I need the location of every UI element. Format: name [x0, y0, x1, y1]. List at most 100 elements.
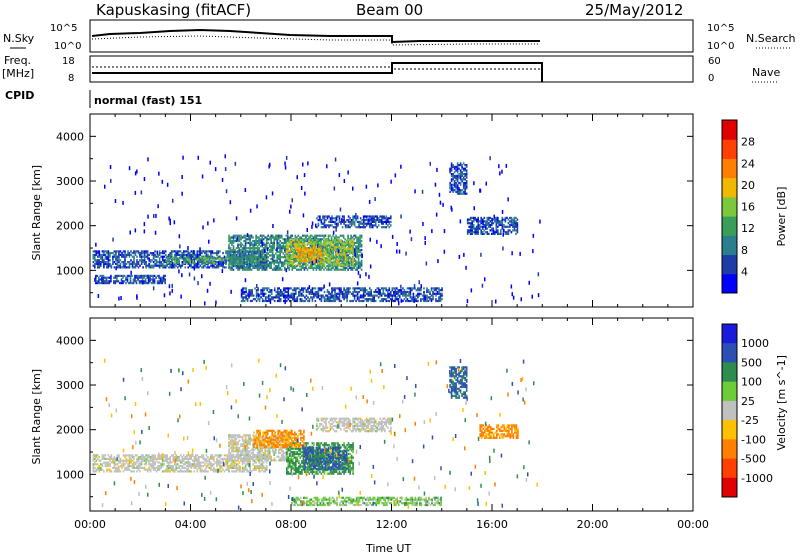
heatmap-cell — [258, 299, 261, 303]
heatmap-cell — [257, 256, 259, 259]
heatmap-cell — [128, 264, 131, 267]
heatmap-cell — [495, 229, 498, 232]
heatmap-cell — [217, 255, 220, 258]
heatmap-cell — [118, 264, 120, 267]
heatmap-cell — [370, 217, 372, 220]
heatmap-cell — [300, 266, 303, 269]
heatmap-cell — [314, 251, 317, 254]
heatmap-cell — [323, 219, 326, 222]
heatmap-cell — [155, 259, 158, 262]
heatmap-cell — [452, 173, 454, 176]
heatmap-cell — [343, 289, 345, 292]
heatmap-cell — [387, 289, 389, 292]
heatmap-cell — [104, 465, 107, 468]
heatmap-cell — [161, 257, 164, 260]
heatmap-cell — [193, 465, 196, 468]
heatmap-cell — [273, 238, 275, 241]
heatmap-cell — [252, 257, 254, 261]
heatmap-cell — [343, 294, 345, 297]
heatmap-cell — [426, 294, 428, 297]
heatmap-cell — [243, 245, 245, 248]
heatmap-cell — [311, 266, 313, 269]
heatmap-cell — [229, 241, 232, 244]
heatmap-cell — [190, 454, 193, 457]
heatmap-cell — [512, 225, 514, 228]
heatmap-cell — [250, 264, 253, 267]
heatmap-cell — [364, 226, 366, 229]
heatmap-cell — [107, 457, 110, 460]
echo-mark — [284, 300, 286, 305]
heatmap-cell — [459, 178, 462, 181]
heatmap-cell — [374, 222, 377, 225]
heatmap-cell — [115, 250, 117, 253]
heatmap-cell — [101, 259, 104, 262]
heatmap-cell — [298, 239, 300, 242]
heatmap-cell — [310, 240, 312, 244]
heatmap-cell — [343, 287, 345, 290]
heatmap-cell — [320, 238, 322, 241]
echo-mark — [290, 204, 292, 209]
heatmap-cell — [296, 268, 298, 271]
heatmap-cell — [335, 264, 338, 267]
heatmap-cell — [217, 454, 220, 457]
heatmap-cell — [313, 294, 315, 297]
heatmap-cell — [303, 234, 306, 237]
heatmap-cell — [273, 256, 275, 259]
echo-mark — [262, 292, 265, 297]
heatmap-cell — [364, 215, 366, 218]
heatmap-cell — [152, 253, 155, 256]
heatmap-cell — [179, 470, 182, 473]
heatmap-cell — [262, 261, 265, 264]
heatmap-cell — [150, 282, 153, 285]
heatmap-cell — [158, 252, 161, 255]
heatmap-cell — [326, 265, 328, 268]
heatmap-cell — [331, 240, 333, 244]
heatmap-cell — [101, 250, 104, 253]
heatmap-cell — [364, 222, 366, 225]
heatmap-cell — [349, 240, 351, 244]
heatmap-cell — [308, 261, 310, 264]
heatmap-cell — [261, 298, 264, 301]
heatmap-cell — [196, 465, 199, 468]
heatmap-cell — [212, 256, 214, 259]
heatmap-cell — [497, 222, 499, 225]
heatmap-cell — [296, 244, 299, 247]
heatmap-cell — [284, 266, 286, 269]
heatmap-cell — [315, 236, 318, 239]
heatmap-cell — [187, 262, 190, 265]
heatmap-cell — [301, 287, 303, 290]
heatmap-cell — [292, 239, 294, 242]
echo-mark — [353, 248, 356, 253]
heatmap-cell — [247, 263, 250, 266]
heatmap-cell — [289, 287, 291, 290]
heatmap-cell — [286, 290, 288, 294]
heatmap-cell — [190, 259, 193, 262]
heatmap-cell — [101, 261, 104, 264]
heatmap-cell — [121, 463, 123, 466]
heatmap-cell — [127, 253, 129, 256]
heatmap-cell — [347, 268, 349, 271]
heatmap-cell — [329, 248, 331, 252]
heatmap-cell — [362, 296, 365, 299]
heatmap-cell — [133, 257, 135, 260]
heatmap-cell — [380, 226, 383, 229]
heatmap-cell — [124, 456, 126, 459]
heatmap-cell — [320, 262, 323, 265]
heatmap-cell — [273, 245, 275, 248]
heatmap-cell — [160, 264, 162, 267]
heatmap-cell — [462, 187, 465, 190]
echo-mark — [234, 161, 237, 166]
heatmap-cell — [201, 461, 203, 464]
heatmap-cell — [264, 292, 267, 295]
heatmap-cell — [142, 456, 144, 459]
heatmap-cell — [458, 181, 460, 185]
heatmap-cell — [340, 257, 342, 260]
heatmap-cell — [207, 253, 209, 256]
heatmap-cell — [115, 253, 117, 256]
heatmap-cell — [213, 261, 216, 265]
heatmap-cell — [346, 226, 348, 229]
heatmap-cell — [436, 287, 439, 290]
heatmap-cell — [261, 236, 263, 239]
echo-mark — [173, 220, 176, 225]
